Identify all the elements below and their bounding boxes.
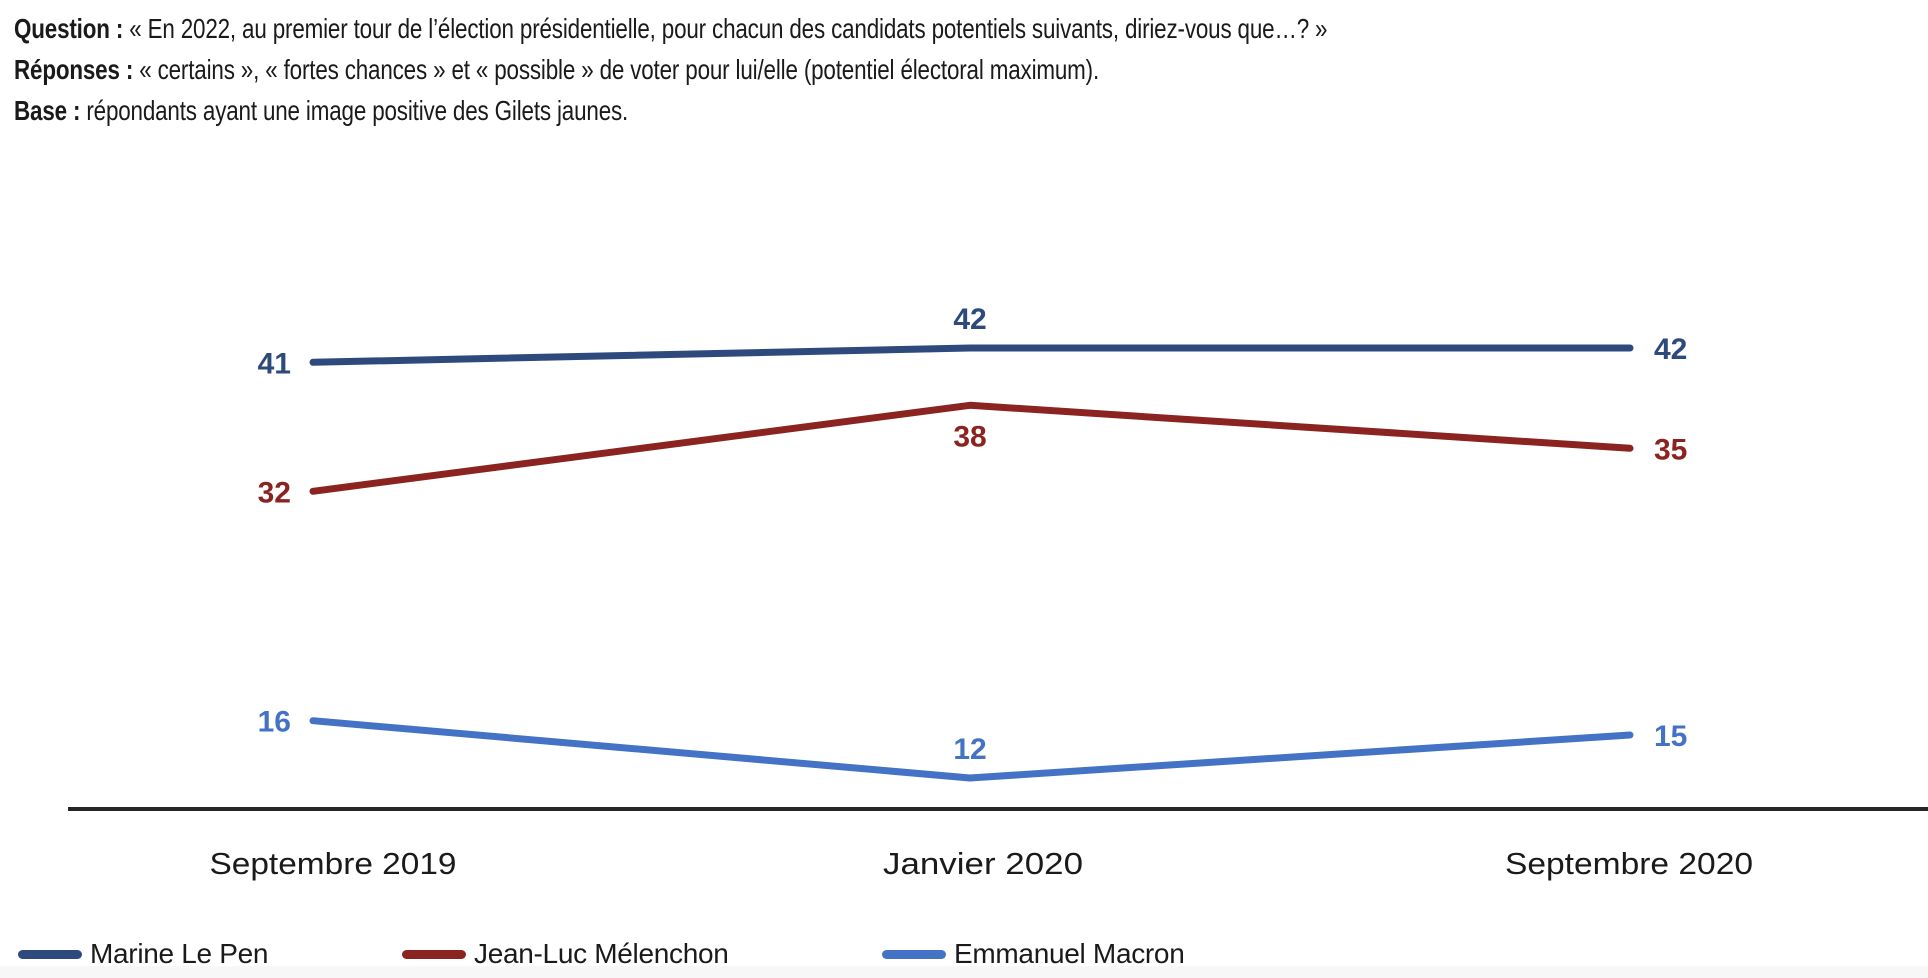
question-text: « En 2022, au premier tour de l’élection… bbox=[129, 13, 1328, 44]
series-line-jean-luc-melenchon bbox=[309, 401, 1634, 495]
reponses-label: Réponses : bbox=[14, 54, 134, 85]
data-label-emmanuel-macron: 15 bbox=[1654, 720, 1687, 753]
reponses-line: Réponses : « certains », « fortes chance… bbox=[14, 49, 1327, 90]
base-line: Base : répondants ayant une image positi… bbox=[14, 90, 1327, 131]
data-label-jean-luc-melenchon: 32 bbox=[258, 476, 291, 509]
footer-strip bbox=[0, 966, 1928, 978]
data-label-emmanuel-macron: 12 bbox=[953, 733, 986, 766]
question-label: Question : bbox=[14, 13, 124, 44]
data-label-jean-luc-melenchon: 35 bbox=[1654, 433, 1687, 466]
data-label-emmanuel-macron: 16 bbox=[258, 706, 291, 739]
series-line-marine-le-pen bbox=[309, 344, 1634, 366]
data-label-jean-luc-melenchon: 38 bbox=[953, 420, 986, 453]
data-label-marine-le-pen: 41 bbox=[258, 347, 291, 380]
series-line-emmanuel-macron bbox=[309, 717, 1634, 782]
x-axis-label: Septembre 2020 bbox=[1505, 846, 1753, 881]
data-label-marine-le-pen: 42 bbox=[953, 303, 986, 336]
reponses-text: « certains », « fortes chances » et « po… bbox=[139, 54, 1100, 85]
x-axis-label: Janvier 2020 bbox=[883, 846, 1083, 881]
data-label-marine-le-pen: 42 bbox=[1654, 333, 1687, 366]
x-axis-label: Septembre 2019 bbox=[210, 846, 457, 881]
question-line: Question : « En 2022, au premier tour de… bbox=[14, 8, 1328, 49]
header-block: Question : « En 2022, au premier tour de… bbox=[14, 8, 1656, 131]
base-label: Base : bbox=[14, 95, 81, 126]
base-text: répondants ayant une image positive des … bbox=[86, 95, 629, 126]
